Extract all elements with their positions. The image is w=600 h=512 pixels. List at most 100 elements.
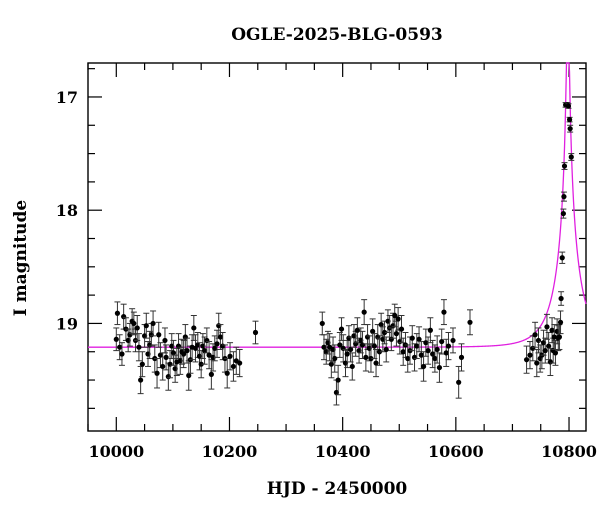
- data-marker: [113, 336, 119, 342]
- data-marker: [445, 343, 452, 349]
- data-marker: [167, 361, 173, 367]
- data-marker: [354, 327, 360, 333]
- data-point: [371, 333, 378, 360]
- data-marker: [565, 103, 572, 109]
- data-point: [560, 191, 567, 202]
- data-marker: [532, 332, 538, 338]
- data-point: [443, 338, 450, 367]
- data-point: [319, 311, 326, 336]
- data-point: [185, 360, 192, 391]
- data-marker: [338, 326, 345, 332]
- y-axis-ticks: 17 18 19: [56, 68, 586, 409]
- data-marker: [230, 363, 237, 370]
- data-marker: [405, 355, 411, 362]
- data-marker: [458, 354, 465, 360]
- data-marker: [217, 334, 224, 340]
- data-marker: [393, 331, 400, 337]
- data-point: [551, 324, 558, 350]
- data-marker: [347, 346, 354, 353]
- data-point: [558, 291, 565, 306]
- data-marker: [186, 372, 192, 379]
- x-tick-label: 10400: [315, 442, 371, 461]
- data-point: [344, 339, 351, 369]
- data-marker: [552, 350, 559, 356]
- data-point: [135, 333, 142, 362]
- y-axis-label: I magnitude: [11, 200, 31, 317]
- data-point: [336, 331, 343, 358]
- data-marker: [371, 343, 377, 349]
- data-marker: [157, 352, 164, 358]
- data-marker: [328, 361, 334, 367]
- data-marker: [395, 316, 401, 322]
- data-marker: [349, 363, 355, 370]
- data-point: [561, 162, 568, 170]
- chart-title: OGLE-2025-BLG-0593: [231, 25, 443, 45]
- data-marker: [208, 371, 214, 377]
- data-point: [400, 337, 407, 366]
- data-marker: [131, 320, 137, 327]
- y-tick-label: 19: [56, 314, 78, 333]
- data-marker: [198, 361, 204, 367]
- x-tick-label: 10800: [541, 442, 597, 461]
- data-marker: [561, 163, 568, 169]
- data-point: [361, 299, 368, 326]
- data-marker: [383, 346, 389, 353]
- data-marker: [558, 295, 564, 302]
- data-point: [154, 358, 161, 389]
- data-marker: [119, 351, 125, 357]
- data-point: [211, 335, 218, 362]
- data-marker: [544, 324, 550, 330]
- data-point: [523, 345, 530, 374]
- data-marker: [163, 354, 169, 360]
- data-point: [362, 343, 369, 372]
- data-marker: [557, 319, 564, 325]
- x-axis-label: HJD - 2450000: [267, 479, 408, 499]
- data-point: [163, 344, 170, 371]
- data-marker: [368, 355, 374, 362]
- data-marker: [381, 329, 388, 336]
- x-axis-ticks: 10000 10200 10400 10600 10800: [87, 63, 597, 461]
- data-marker: [160, 363, 166, 370]
- data-marker: [425, 348, 431, 354]
- data-point: [450, 327, 457, 354]
- data-marker: [143, 323, 149, 329]
- data-point: [184, 337, 191, 364]
- data-marker: [423, 340, 429, 346]
- data-marker: [252, 329, 259, 336]
- data-marker: [359, 342, 366, 348]
- data-marker: [373, 360, 379, 366]
- data-marker: [523, 357, 530, 363]
- data-point: [369, 318, 376, 345]
- data-marker: [134, 325, 140, 331]
- data-point: [445, 331, 452, 361]
- data-point: [560, 208, 567, 219]
- data-point: [395, 307, 402, 331]
- data-marker: [409, 335, 415, 341]
- data-point: [326, 333, 333, 362]
- data-point: [214, 329, 221, 358]
- data-marker: [170, 350, 177, 356]
- data-point: [383, 336, 390, 363]
- data-point: [565, 103, 572, 109]
- data-point: [557, 310, 564, 335]
- data-marker: [567, 126, 573, 132]
- data-marker: [547, 359, 553, 365]
- data-marker: [551, 334, 557, 340]
- data-marker: [337, 342, 343, 348]
- data-marker: [420, 363, 427, 370]
- data-point: [190, 315, 197, 341]
- data-marker: [156, 332, 162, 338]
- data-point: [349, 352, 356, 381]
- data-marker: [361, 309, 367, 315]
- data-marker: [439, 338, 445, 345]
- data-marker: [363, 354, 369, 360]
- data-point: [458, 343, 465, 372]
- data-point: [114, 301, 121, 326]
- data-marker: [400, 349, 406, 355]
- plot-border: [87, 62, 587, 432]
- data-point: [559, 251, 566, 264]
- data-marker: [212, 345, 218, 351]
- data-point: [206, 341, 213, 370]
- data-point: [230, 351, 237, 382]
- data-point: [331, 344, 338, 373]
